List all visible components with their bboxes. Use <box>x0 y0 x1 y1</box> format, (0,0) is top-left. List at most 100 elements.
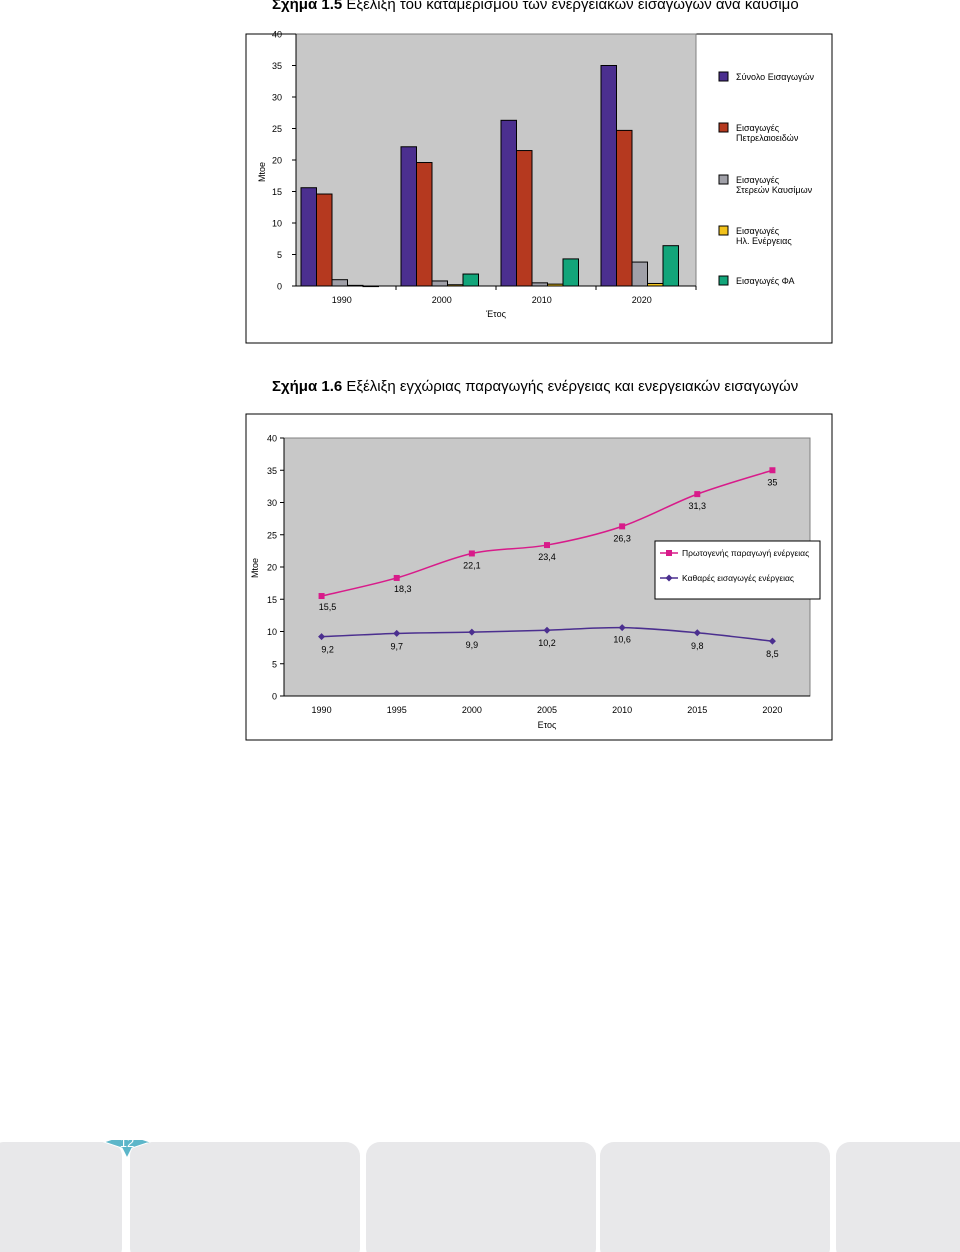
page-footer: 12 <box>0 1140 960 1252</box>
chart-2-x-tick-label: 1995 <box>387 705 407 715</box>
chart-2-y-axis-label: Mtoe <box>250 558 260 578</box>
chart-2-data-label: 9,9 <box>466 640 479 650</box>
chart-2-point-marker <box>468 550 475 557</box>
chart-2-x-tick-label: 2015 <box>687 705 707 715</box>
chart-2-data-label: 10,6 <box>613 635 631 645</box>
chart-2-data-label: 9,2 <box>321 645 334 655</box>
footer-tab-4 <box>600 1142 830 1252</box>
chart-1-bar <box>547 283 564 287</box>
footer-tab-2 <box>130 1142 360 1252</box>
figure-1-caption: Σχήμα 1.5 Εξέλιξη του καταμερισμού των ε… <box>272 0 799 13</box>
page-number-star-icon <box>102 1140 152 1160</box>
chart-2-data-label: 31,3 <box>689 501 707 511</box>
chart-1-legend-label: Εισαγωγές Ηλ. Ενέργειας <box>736 226 792 246</box>
chart-1-bar <box>516 150 533 287</box>
chart-1-bar <box>500 119 517 287</box>
chart-1-bar <box>531 282 548 287</box>
chart-1-legend-label: Εισαγωγές Πετρελαιοειδών <box>736 123 799 143</box>
chart-1-legend-label-line: Εισαγωγές <box>736 175 780 185</box>
chart-1-bar <box>331 279 348 287</box>
chart-2-x-tick-label: 1990 <box>312 705 332 715</box>
chart-2-point-marker <box>693 629 701 637</box>
chart-2-point-marker <box>318 633 326 641</box>
chart-1-bar <box>447 284 464 287</box>
chart-2-data-label: 35 <box>767 477 777 487</box>
chart-2-y-tick-label: 0 <box>272 692 277 702</box>
chart-2-point-marker <box>544 542 550 549</box>
chart-1-bar <box>316 193 333 287</box>
chart-1-bar <box>600 65 617 287</box>
chart-1-bar <box>362 285 379 288</box>
chart-1-y-tick-label: 10 <box>272 219 282 229</box>
chart-2-legend-label: Πρωτογενής παραγωγή ενέργειας <box>682 548 809 558</box>
chart-1-y-axis-label: Mtoe <box>257 162 267 182</box>
chart-2-legend-box <box>654 540 821 600</box>
chart-2-point-marker <box>543 626 551 634</box>
chart-1-bar <box>616 129 633 287</box>
chart-1-bar <box>431 280 448 287</box>
chart-2-y-tick-label: 35 <box>267 466 277 476</box>
figure-1-title: Εξέλιξη του καταμερισμού των ενεργειακών… <box>346 0 799 13</box>
chart-1-legend-label-line: Εισαγωγές <box>736 123 780 133</box>
chart-1-legend-label-line: Στερεών Καυσίμων <box>736 185 813 195</box>
chart-1-bar <box>462 273 479 287</box>
footer-tab-3 <box>366 1142 596 1252</box>
chart-2-point-marker <box>769 467 776 474</box>
chart-2-y-tick-label: 5 <box>272 659 277 669</box>
chart-2-point-marker <box>318 593 325 600</box>
chart-2-point-marker <box>768 637 776 645</box>
chart-1-y-tick-label: 5 <box>277 250 282 260</box>
chart-2-point-marker <box>393 629 401 637</box>
chart-2-point-marker <box>694 491 701 498</box>
chart-1-bar <box>300 187 317 287</box>
chart-1-y-tick-label: 35 <box>272 61 282 71</box>
chart-2-y-tick-label: 25 <box>267 530 277 540</box>
footer-tab-5 <box>836 1142 960 1252</box>
chart-2-data-label: 8,5 <box>766 649 779 659</box>
chart-1-legend-label-line: Ηλ. Ενέργειας <box>736 236 792 246</box>
chart-2-y-tick-label: 10 <box>267 627 277 637</box>
chart-1-bar <box>400 146 417 287</box>
chart-1-bar <box>347 284 364 287</box>
figure-2-caption: Σχήμα 1.6 Εξέλιξη εγχώριας παραγωγής ενέ… <box>272 378 798 395</box>
chart-1-legend-label-line: Εισαγωγές <box>736 226 780 236</box>
bar-chart-fuel-imports: 0 5 10 15 20 25 30 35 40 Mtoe 1990 2000 2010 2020 Έτος… <box>245 30 833 344</box>
chart-2-data-label: 10,2 <box>538 638 556 648</box>
chart-2-data-label: 9,7 <box>390 641 403 651</box>
chart-1-legend-label: Εισαγωγές Στερεών Καυσίμων <box>736 175 813 195</box>
chart-1-legend-label: Εισαγωγές ΦΑ <box>736 276 795 286</box>
chart-1-x-tick-label: 2020 <box>632 295 652 305</box>
chart-1-x-axis-label: Έτος <box>485 309 506 319</box>
figure-2-number: Σχήμα 1.6 <box>272 378 343 395</box>
chart-2-data-label: 22,1 <box>463 560 481 570</box>
chart-2-data-label: 15,5 <box>319 602 337 612</box>
chart-1-legend-label-line: Πετρελαιοειδών <box>736 133 799 143</box>
chart-2-x-tick-label: 2010 <box>612 705 632 715</box>
chart-1-bar <box>562 258 579 287</box>
chart-2-legend-marker <box>666 550 672 556</box>
chart-2-legend-marker <box>665 574 673 582</box>
chart-2-data-label: 26,3 <box>613 533 631 543</box>
chart-2-point-marker <box>619 523 626 530</box>
footer-tab-1 <box>0 1142 122 1252</box>
chart-1-bar <box>416 162 433 287</box>
chart-2-data-label: 9,8 <box>691 641 704 651</box>
chart-2-y-tick-label: 40 <box>267 434 277 444</box>
chart-1-legend-swatch <box>718 122 729 133</box>
chart-1-bar <box>662 245 679 287</box>
chart-1-legend-label-line: Σύνολο Εισαγωγών <box>736 72 815 82</box>
chart-1-x-tick-label: 2010 <box>532 295 552 305</box>
figure-1-number: Σχήμα 1.5 <box>272 0 343 13</box>
chart-1-plot-area <box>295 33 697 287</box>
chart-1-legend-swatch <box>718 275 729 286</box>
chart-1-y-tick-label: 0 <box>277 282 282 292</box>
chart-1-y-tick-label: 15 <box>272 187 282 197</box>
chart-2-legend-label: Καθαρές εισαγωγές ενέργειας <box>682 573 794 583</box>
chart-2-point-marker <box>468 628 476 636</box>
chart-1-y-tick-label: 40 <box>272 30 282 40</box>
chart-2-point-marker <box>618 624 626 632</box>
chart-1-y-tick-label: 20 <box>272 156 282 166</box>
chart-2-x-tick-label: 2020 <box>762 705 782 715</box>
chart-1-legend-swatch <box>718 71 729 82</box>
chart-2-y-tick-label: 15 <box>267 595 277 605</box>
